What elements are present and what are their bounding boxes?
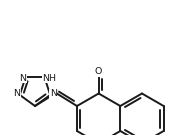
Text: O: O xyxy=(95,67,102,76)
Text: N: N xyxy=(50,90,57,98)
Text: N: N xyxy=(13,90,20,98)
Text: NH: NH xyxy=(42,74,56,83)
Text: N: N xyxy=(19,74,26,83)
